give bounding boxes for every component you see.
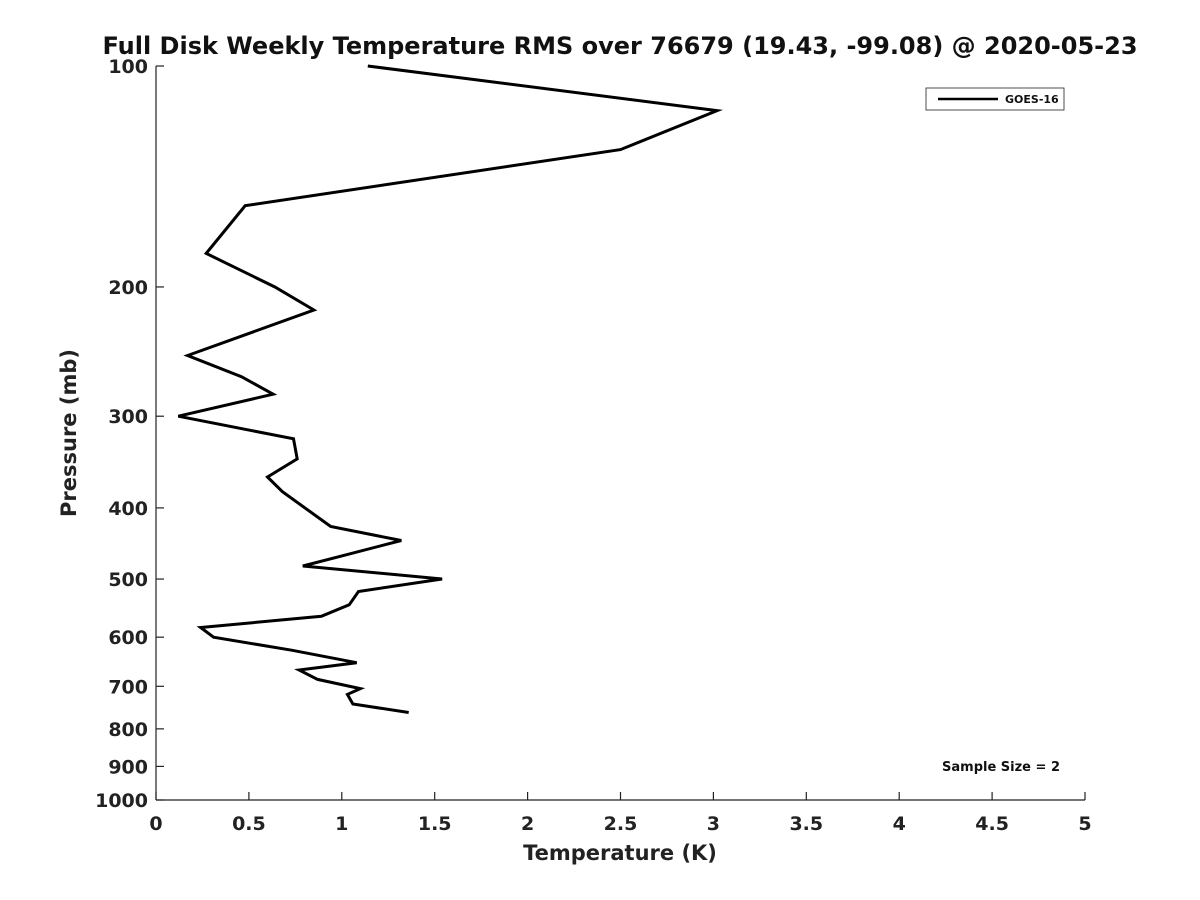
y-tick-label: 800 [108,719,148,741]
y-tick-label: 100 [108,56,148,78]
x-tick-label: 1 [335,813,348,835]
x-tick-label: 3.5 [789,813,823,835]
x-tick-label: 3 [707,813,720,835]
x-tick-label: 2.5 [604,813,638,835]
y-tick-label: 400 [108,498,148,520]
y-ticks: 100 200 300 400 500 600 700 800 900 1000 [95,56,164,812]
x-tick-label: 0.5 [232,813,266,835]
x-tick-label: 1.5 [418,813,452,835]
x-tick-label: 4.5 [975,813,1009,835]
y-tick-label: 700 [108,676,148,698]
x-tick-label: 5 [1078,813,1091,835]
x-ticks: 0 0.5 1 1.5 2 2.5 3 3.5 4 4.5 5 [149,792,1092,835]
y-axis-label: Pressure (mb) [57,349,81,517]
y-tick-label: 600 [108,627,148,649]
y-tick-label: 500 [108,569,148,591]
y-tick-label: 900 [108,756,148,778]
x-axis-label: Temperature (K) [523,841,717,865]
x-tick-label: 2 [521,813,534,835]
chart-title: Full Disk Weekly Temperature RMS over 76… [102,32,1137,60]
y-tick-label: 200 [108,277,148,299]
plot-frame [155,66,1085,801]
y-tick-label: 1000 [95,790,148,812]
x-tick-label: 4 [893,813,906,835]
y-tick-label: 300 [108,406,148,428]
annotation-sample-size: Sample Size = 2 [942,760,1060,775]
series-line-goes-16 [177,64,723,714]
legend: GOES-16 [925,87,1065,111]
x-tick-label: 0 [149,813,162,835]
legend-label-goes-16: GOES-16 [1005,93,1059,106]
series-group [177,64,723,714]
